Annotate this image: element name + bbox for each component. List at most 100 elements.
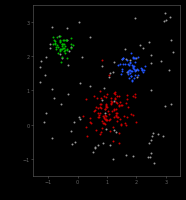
Point xyxy=(114,91,117,94)
Point xyxy=(118,141,121,144)
Point xyxy=(146,156,149,159)
Point xyxy=(88,121,91,124)
Point xyxy=(148,156,151,159)
Point xyxy=(126,94,129,97)
Point xyxy=(108,118,111,121)
Point xyxy=(135,76,138,80)
Point xyxy=(131,67,134,70)
Point xyxy=(78,82,81,86)
Point xyxy=(51,136,54,139)
Point xyxy=(62,43,65,46)
Point xyxy=(60,43,63,46)
Point xyxy=(105,115,108,118)
Point xyxy=(64,50,67,53)
Point xyxy=(107,110,110,113)
Point xyxy=(120,123,123,126)
Point xyxy=(137,69,140,73)
Point xyxy=(128,61,131,64)
Point xyxy=(135,120,138,124)
Point xyxy=(150,138,153,142)
Point xyxy=(112,61,115,64)
Point xyxy=(115,108,118,111)
Point xyxy=(103,116,106,120)
Point xyxy=(60,56,63,59)
Point xyxy=(120,123,123,127)
Point xyxy=(56,46,59,50)
Point xyxy=(52,97,55,101)
Point xyxy=(85,126,88,129)
Point xyxy=(57,35,60,38)
Point xyxy=(59,50,62,54)
Point xyxy=(89,85,92,88)
Point xyxy=(106,92,109,96)
Point xyxy=(95,106,98,109)
Point xyxy=(150,54,153,58)
Point xyxy=(86,134,89,137)
Point xyxy=(129,60,132,63)
Point xyxy=(111,71,114,74)
Point xyxy=(62,43,65,46)
Point xyxy=(51,43,54,46)
Point xyxy=(163,12,166,15)
Point xyxy=(105,118,108,121)
Point xyxy=(126,71,129,75)
Point xyxy=(70,48,73,51)
Point xyxy=(122,57,125,60)
Point xyxy=(67,64,70,67)
Point xyxy=(153,162,156,165)
Point xyxy=(125,123,128,127)
Point xyxy=(142,69,145,72)
Point xyxy=(51,88,54,91)
Point xyxy=(54,43,57,46)
Point xyxy=(80,56,83,59)
Point xyxy=(48,47,51,50)
Point xyxy=(59,40,62,43)
Point xyxy=(167,69,170,73)
Point xyxy=(111,140,114,143)
Point xyxy=(108,76,111,80)
Point xyxy=(65,39,68,42)
Point xyxy=(57,53,60,56)
Point xyxy=(125,102,128,105)
Point xyxy=(96,112,99,115)
Point xyxy=(113,100,116,103)
Point xyxy=(115,120,118,123)
Point xyxy=(142,47,145,50)
Point xyxy=(100,107,103,110)
Point xyxy=(56,45,59,48)
Point xyxy=(115,112,118,115)
Point xyxy=(103,114,106,117)
Point xyxy=(118,132,121,135)
Point xyxy=(100,126,103,130)
Point xyxy=(127,64,130,67)
Point xyxy=(110,102,113,106)
Point xyxy=(101,120,104,123)
Point xyxy=(58,48,61,51)
Point xyxy=(104,112,107,115)
Point xyxy=(123,63,126,66)
Point xyxy=(103,115,106,119)
Point xyxy=(59,53,62,56)
Point xyxy=(124,49,127,52)
Point xyxy=(150,151,153,155)
Point xyxy=(129,75,132,79)
Point xyxy=(89,117,92,120)
Point xyxy=(115,102,118,106)
Point xyxy=(114,131,117,134)
Point xyxy=(128,77,131,80)
Point xyxy=(102,115,105,118)
Point xyxy=(114,97,117,101)
Point xyxy=(99,103,102,106)
Point xyxy=(136,56,139,59)
Point xyxy=(107,74,110,77)
Point xyxy=(99,112,102,115)
Point xyxy=(109,143,112,147)
Point xyxy=(115,114,118,117)
Point xyxy=(99,106,102,109)
Point xyxy=(144,65,147,68)
Point xyxy=(40,60,43,64)
Point xyxy=(64,39,67,42)
Point xyxy=(61,43,64,46)
Point xyxy=(139,67,142,71)
Point xyxy=(44,56,47,59)
